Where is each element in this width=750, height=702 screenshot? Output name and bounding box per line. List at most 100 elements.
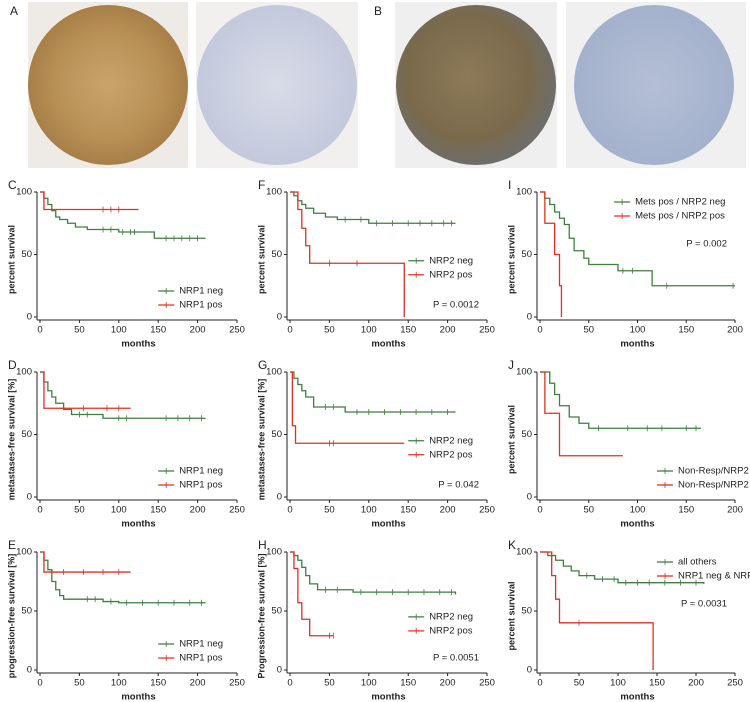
survival-curve [40, 551, 206, 604]
x-tick-label: 200 [190, 505, 206, 516]
legend-label: NRP2 pos [429, 449, 473, 460]
y-tick-label: 50 [21, 249, 32, 260]
tissue-core [28, 5, 188, 165]
x-tick-label: 200 [440, 678, 456, 689]
x-tick-label: 250 [229, 678, 245, 689]
legend-label: NRP1 neg [179, 639, 223, 650]
x-tick-label: 50 [74, 325, 85, 336]
x-tick-label: 0 [537, 505, 542, 516]
panel-label: F [258, 178, 265, 192]
x-tick-label: 200 [727, 505, 743, 516]
p-value: P = 0.042 [438, 480, 479, 491]
x-tick-label: 150 [400, 678, 416, 689]
legend-label: NRP1 neg [179, 286, 223, 297]
y-tick-label: 50 [271, 429, 282, 440]
y-tick-label: 0 [27, 665, 32, 676]
p-value: P = 0.0051 [433, 653, 479, 664]
legend-label: NRP1 pos [179, 653, 223, 664]
km-panel: J 0 50 100 0 50 100 150 200 months percent surviva… [506, 358, 750, 529]
km-panel: G 0 50 100 0 50 100 150 200 250 months metastases-f… [256, 358, 495, 529]
x-tick-label: 150 [678, 325, 694, 336]
x-tick-label: 100 [610, 678, 626, 689]
tissue-images: A B [10, 2, 746, 168]
x-tick-label: 250 [229, 505, 245, 516]
x-tick-label: 200 [440, 505, 456, 516]
y-axis-label: percent survival [6, 225, 16, 294]
x-tick-label: 0 [287, 505, 292, 516]
survival-curve [540, 371, 701, 429]
legend-label: NRP1 neg & NRP2 pos [678, 571, 750, 582]
x-tick-label: 0 [287, 325, 292, 336]
y-tick-label: 50 [521, 249, 532, 260]
survival-curve [540, 551, 705, 584]
y-tick-label: 0 [527, 312, 532, 323]
x-axis-label: months [371, 519, 405, 530]
panel-label: J [508, 358, 514, 372]
legend-label: Mets pos / NRP2 pos [635, 211, 725, 222]
x-axis-label: months [620, 692, 654, 702]
x-tick-label: 150 [150, 678, 166, 689]
y-tick-label: 100 [266, 547, 282, 558]
y-tick-label: 100 [16, 367, 32, 378]
p-value: P = 0.0031 [681, 599, 727, 610]
survival-curve [540, 551, 654, 670]
x-tick-label: 100 [630, 505, 646, 516]
km-panel: D 0 50 100 0 50 100 150 200 250 months metastases-f… [6, 358, 245, 529]
x-axis-label: months [371, 692, 405, 702]
x-tick-label: 200 [727, 325, 743, 336]
y-tick-label: 100 [266, 187, 282, 198]
x-tick-label: 50 [324, 678, 335, 689]
panel-label: K [508, 538, 516, 552]
y-tick-label: 50 [271, 606, 282, 617]
y-tick-label: 50 [271, 249, 282, 260]
x-tick-label: 150 [150, 325, 166, 336]
y-tick-label: 100 [16, 547, 32, 558]
legend-label: Non-Resp/NRP2 pos [678, 480, 750, 491]
x-tick-label: 50 [574, 678, 585, 689]
y-tick-label: 50 [21, 606, 32, 617]
x-tick-label: 100 [361, 505, 377, 516]
y-tick-label: 100 [516, 367, 532, 378]
p-value: P = 0.002 [686, 239, 727, 250]
x-tick-label: 200 [190, 325, 206, 336]
x-tick-label: 0 [37, 678, 42, 689]
legend-label: NRP2 neg [429, 611, 473, 622]
legend-label: NRP2 neg [429, 435, 473, 446]
y-tick-label: 0 [527, 492, 532, 503]
x-tick-label: 50 [74, 505, 85, 516]
x-tick-label: 100 [361, 325, 377, 336]
y-tick-label: 0 [277, 312, 282, 323]
legend-label: NRP2 neg [429, 255, 473, 266]
tissue-core [197, 5, 357, 165]
survival-curve [290, 371, 405, 444]
y-axis-label: percent survival [506, 405, 516, 474]
legend-label: NRP1 pos [179, 300, 223, 311]
survival-curve [540, 191, 735, 287]
x-tick-label: 0 [37, 325, 42, 336]
x-tick-label: 50 [583, 505, 594, 516]
y-axis-label: percent survival [506, 581, 516, 650]
survival-curve [40, 551, 131, 573]
legend-label: NRP2 pos [429, 269, 473, 280]
x-axis-label: months [121, 692, 155, 702]
survival-curve [290, 371, 456, 413]
x-tick-label: 0 [287, 678, 292, 689]
survival-curve [540, 371, 623, 457]
x-tick-label: 250 [229, 325, 245, 336]
x-tick-label: 250 [479, 678, 495, 689]
x-tick-label: 50 [324, 325, 335, 336]
x-axis-label: months [371, 339, 405, 350]
x-tick-label: 100 [111, 325, 127, 336]
survival-curve [40, 191, 139, 211]
x-tick-label: 150 [400, 505, 416, 516]
x-tick-label: 50 [324, 505, 335, 516]
x-tick-label: 200 [688, 678, 704, 689]
tissue-core [396, 5, 556, 165]
y-tick-label: 50 [21, 429, 32, 440]
panel-label: D [8, 358, 17, 372]
x-tick-label: 100 [630, 325, 646, 336]
y-axis-label: metastases-free survival [%] [256, 379, 266, 501]
survival-curve [290, 191, 456, 224]
legend-label: NRP2 pos [429, 625, 473, 636]
